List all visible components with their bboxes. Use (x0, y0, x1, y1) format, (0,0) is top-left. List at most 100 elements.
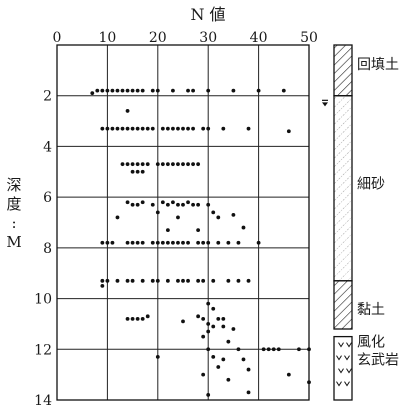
x-tick-label: 20 (149, 30, 167, 46)
data-point (125, 88, 130, 93)
data-point (130, 162, 135, 167)
data-point (206, 393, 211, 397)
data-point (140, 169, 145, 174)
data-point (135, 126, 140, 131)
data-point (100, 88, 105, 93)
data-point (206, 329, 211, 334)
x-tick-label: 10 (98, 30, 116, 46)
data-point (201, 278, 206, 283)
soil-column (333, 44, 353, 401)
data-point (171, 200, 175, 205)
data-point (196, 314, 201, 319)
y-tick-label: 8 (43, 241, 52, 257)
data-point (196, 228, 201, 233)
data-point (140, 278, 145, 283)
data-point (236, 278, 241, 283)
data-point (181, 240, 185, 245)
data-point (186, 126, 190, 131)
data-point (256, 240, 261, 245)
data-point (130, 240, 135, 245)
data-point (140, 162, 145, 167)
data-point (206, 88, 211, 93)
data-point (120, 162, 125, 167)
data-point (171, 126, 175, 131)
data-point (160, 162, 165, 167)
data-point (211, 324, 216, 329)
data-point (150, 202, 155, 207)
data-point (150, 88, 155, 93)
data-point (110, 126, 115, 131)
x-tick-label: 0 (53, 30, 62, 46)
data-point (286, 129, 291, 134)
data-point (150, 278, 155, 283)
data-point (135, 88, 140, 93)
data-point (176, 126, 180, 131)
data-point (100, 278, 105, 283)
data-point (221, 324, 226, 329)
data-point (125, 126, 130, 131)
data-point (150, 126, 155, 131)
data-point (125, 200, 130, 205)
data-point (181, 319, 185, 324)
data-point (286, 372, 291, 377)
data-point (191, 202, 195, 207)
y-tick-label: 10 (34, 292, 52, 308)
soil-layer-label: 玄武岩 (357, 352, 399, 369)
data-point (181, 202, 185, 207)
y-axis-label-char: 度 (6, 195, 21, 213)
data-point (125, 109, 130, 113)
data-point (155, 240, 160, 245)
data-point (130, 88, 135, 93)
y-axis-label-char: M (6, 233, 21, 251)
data-point (216, 365, 221, 369)
y-axis-label: 深度:M (6, 176, 21, 251)
data-point (171, 88, 175, 93)
data-point (191, 126, 195, 131)
data-point (171, 240, 175, 245)
data-point (196, 240, 201, 245)
data-point (196, 278, 201, 283)
data-point (176, 162, 180, 167)
data-point (110, 240, 115, 245)
data-points (90, 88, 311, 397)
data-point (226, 240, 231, 245)
data-point (165, 278, 170, 283)
y-axis-label-char: 深 (6, 176, 21, 194)
x-tick-label: 50 (300, 30, 318, 46)
data-point (145, 314, 150, 319)
data-point (140, 88, 145, 93)
data-point (165, 240, 170, 245)
data-point (160, 240, 165, 245)
data-point (140, 316, 145, 321)
data-point (186, 200, 190, 205)
data-point (226, 377, 231, 382)
data-point (196, 162, 201, 167)
data-point (155, 210, 160, 215)
data-point (211, 306, 216, 311)
data-point (155, 278, 160, 283)
data-point (261, 347, 266, 352)
x-tick-labels: 0 10 20 30 40 50 (53, 30, 318, 46)
rock-mark (344, 381, 350, 387)
data-point (115, 278, 120, 283)
data-point (196, 202, 201, 207)
data-point (176, 202, 180, 207)
data-point (165, 202, 170, 207)
data-point (181, 162, 185, 167)
data-point (186, 240, 190, 245)
data-point (181, 126, 185, 131)
data-point (100, 126, 105, 131)
x-tick-label: 30 (199, 30, 217, 46)
rock-mark (338, 368, 344, 374)
data-point (206, 126, 211, 131)
data-point (191, 88, 195, 93)
data-point (186, 88, 190, 93)
data-point (307, 347, 311, 352)
data-point (155, 354, 160, 359)
data-point (201, 372, 206, 377)
data-point (105, 278, 110, 283)
data-point (181, 278, 185, 283)
data-point (125, 278, 130, 283)
chart-title: N 値 (190, 5, 225, 24)
